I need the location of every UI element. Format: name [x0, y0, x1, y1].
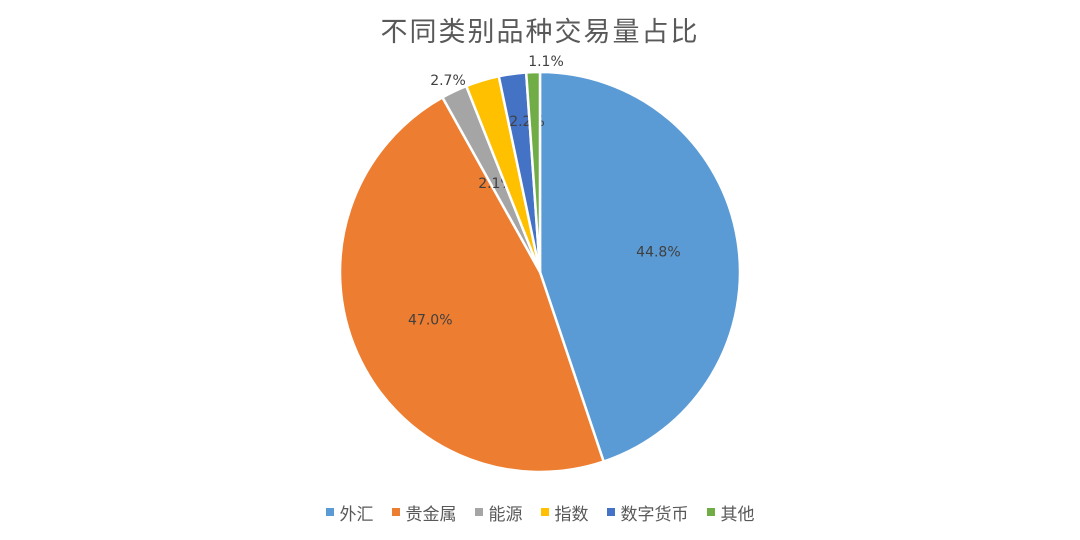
data-label-2: 47.0% — [408, 313, 452, 329]
chart-legend: 外汇 贵金属 能源 指数 数字货币 其他 — [0, 500, 1080, 525]
legend-swatch-5 — [606, 508, 615, 516]
legend-item-4: 指数 — [540, 500, 589, 525]
legend-label-3: 能源 — [488, 504, 523, 525]
legend-swatch-1 — [325, 508, 334, 516]
legend-item-6: 其他 — [706, 500, 755, 525]
pie-slice-2 — [338, 95, 606, 474]
legend-label-6: 其他 — [720, 504, 755, 525]
legend-label-5: 数字货币 — [620, 504, 689, 525]
pie-chart: 44.8%47.0%2.1%2.7%2.2%1.1% — [338, 54, 742, 474]
legend-swatch-2 — [391, 508, 400, 516]
legend-swatch-6 — [706, 508, 715, 516]
chart-title: 不同类别品种交易量占比 — [380, 17, 700, 48]
legend-label-4: 指数 — [554, 504, 589, 525]
legend-label-2: 贵金属 — [405, 504, 457, 525]
data-label-4: 2.7% — [430, 73, 466, 89]
legend-item-3: 能源 — [474, 500, 523, 525]
legend-swatch-4 — [540, 508, 549, 516]
data-label-1: 44.8% — [636, 245, 680, 261]
legend-label-1: 外汇 — [339, 504, 374, 525]
legend-item-5: 数字货币 — [606, 500, 689, 525]
legend-item-1: 外汇 — [325, 500, 374, 525]
legend-item-2: 贵金属 — [391, 500, 457, 525]
pie-slice-6 — [524, 70, 542, 273]
pie-slice-1 — [538, 70, 742, 464]
data-label-6: 1.1% — [528, 54, 564, 70]
legend-swatch-3 — [474, 508, 483, 516]
